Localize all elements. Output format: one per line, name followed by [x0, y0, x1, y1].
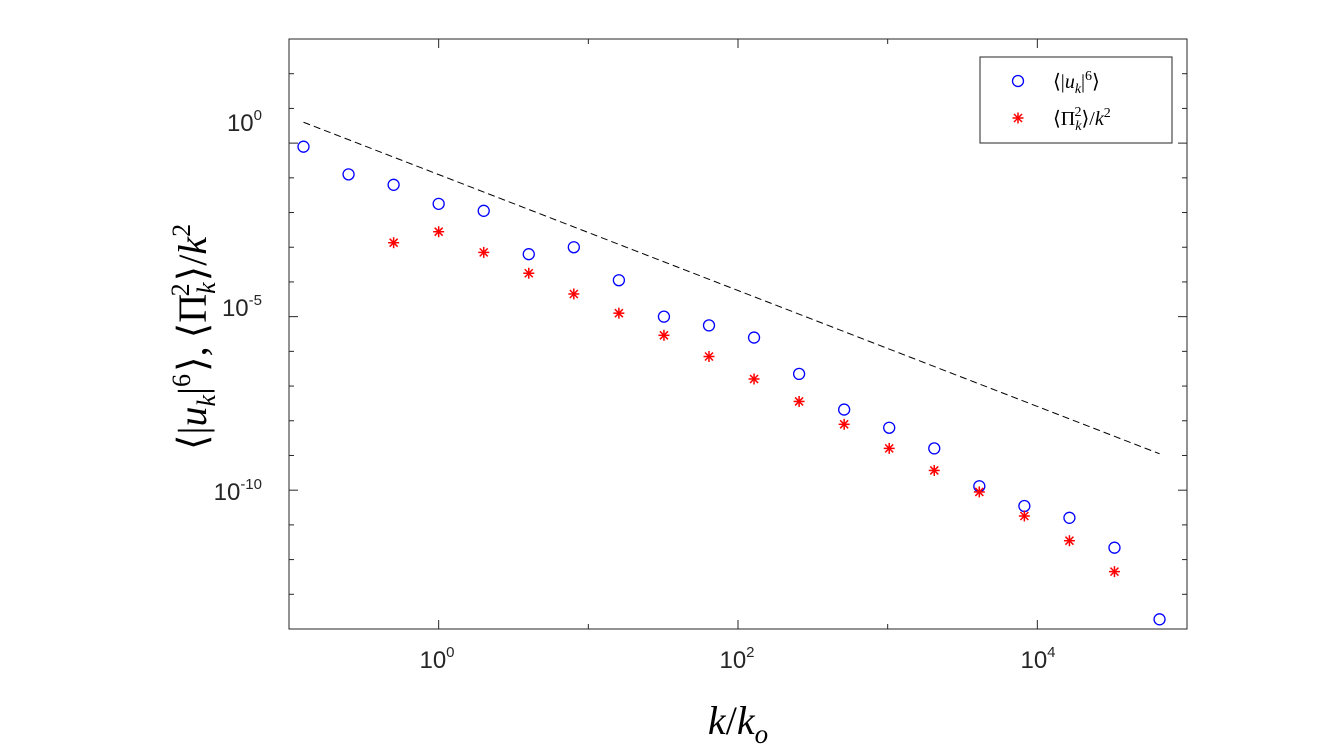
circle-point-2	[342, 168, 355, 181]
legend-1-end: ⟩	[1092, 71, 1100, 93]
x-tick-label-1: 100	[419, 644, 454, 674]
y-label-open1: ⟨|	[170, 427, 215, 451]
legend-2-close: ⟩/	[1081, 108, 1095, 130]
x-label-slash: /	[726, 698, 738, 743]
circle-point-5	[477, 204, 490, 217]
x-label-k: k	[708, 698, 727, 743]
legend-2-k: k	[1095, 108, 1105, 130]
y-tick-label-2: 10-5	[222, 292, 262, 322]
asterisk-point-10	[793, 395, 805, 407]
x-tick-exp-3: 4	[1047, 644, 1055, 661]
circle-point-14	[883, 421, 896, 434]
x-tick-exp-1: 0	[446, 644, 454, 661]
x-tick-labels: 100 102 104	[419, 644, 1055, 674]
circle-point-11	[747, 331, 761, 344]
y-axis-label: ⟨|uk|6⟩,⟨Πk2⟩/k2	[166, 224, 221, 450]
circle-point-13	[838, 403, 851, 416]
asterisk-point-13	[928, 464, 940, 476]
x-axis-label: k/ko	[708, 698, 768, 749]
circle-point-19	[1108, 541, 1121, 554]
circle-point-4	[432, 197, 445, 210]
asterisk-point-2	[433, 226, 445, 238]
y-label-end1: ⟩,	[170, 346, 215, 372]
circle-point-18	[1063, 511, 1076, 524]
asterisk-point-8	[703, 351, 715, 363]
legend: ⟨|uk|6⟩ ⟨Πk2⟩/k2	[979, 56, 1173, 144]
circle-point-7	[567, 241, 580, 254]
x-label-k2: k	[737, 698, 756, 743]
x-tick-label-2: 102	[719, 644, 754, 674]
asterisk-point-11	[838, 418, 850, 430]
asterisk-point-4	[523, 267, 535, 279]
legend-label-2: ⟨Πk2⟩/k2	[1053, 105, 1111, 134]
legend-1-close: |	[1081, 71, 1085, 93]
circle-point-15	[928, 442, 941, 455]
legend-1-open: ⟨|	[1053, 71, 1065, 93]
reference-line-layer	[303, 121, 1160, 455]
circle-point-6	[522, 248, 535, 261]
asterisk-point-5	[568, 288, 580, 300]
legend-1-sub: k	[1075, 82, 1082, 97]
asterisk-point-12	[883, 442, 895, 454]
circle-point-12	[792, 367, 806, 381]
x-tick-exp-2: 2	[746, 644, 754, 661]
circle-point-9	[657, 310, 671, 323]
legend-marker-circle	[1011, 74, 1025, 88]
y-tick-exp-2: -5	[249, 292, 262, 309]
legend-box	[979, 56, 1173, 144]
y-label-sup1: 6	[167, 374, 196, 387]
legend-1-u: u	[1065, 71, 1075, 93]
x-label-sub: o	[755, 719, 769, 749]
x-tick-base-1: 10	[419, 647, 446, 674]
circle-point-1	[297, 140, 310, 153]
legend-2-open: ⟨Π	[1053, 108, 1075, 130]
series-1	[297, 140, 1166, 626]
legend-1-sup: 6	[1085, 69, 1092, 84]
legend-label-1: ⟨|uk|6⟩	[1053, 69, 1100, 97]
legend-2-sup: 2	[1074, 105, 1081, 120]
asterisk-point-9	[748, 373, 760, 385]
asterisk-point-15	[1018, 510, 1030, 522]
major-ticks	[289, 39, 1187, 629]
y-tick-base-3: 10	[214, 479, 241, 506]
y-label-close2: ⟩/	[170, 254, 215, 282]
circle-point-10	[702, 319, 716, 332]
circle-point-3	[387, 178, 400, 191]
y-tick-label-1: 100	[227, 107, 262, 137]
y-tick-label-3: 10-10	[214, 476, 262, 506]
x-tick-label-3: 104	[1020, 644, 1055, 674]
asterisk-point-1	[388, 237, 400, 249]
series-2	[388, 226, 1120, 578]
circle-point-20	[1153, 613, 1166, 626]
y-label-close1: |	[170, 387, 215, 395]
asterisk-point-7	[658, 329, 670, 341]
y-tick-base-2: 10	[222, 295, 249, 322]
legend-marker-asterisk	[1012, 112, 1024, 124]
y-label-k: k	[170, 236, 215, 255]
legend-2-sub: k	[1075, 119, 1082, 134]
y-label-sup2: 2	[166, 283, 195, 296]
legend-2-sup2: 2	[1104, 106, 1111, 121]
circle-point-8	[612, 274, 626, 287]
x-tick-base-3: 10	[1020, 647, 1047, 674]
y-tick-base-1: 10	[227, 110, 254, 137]
asterisk-point-6	[613, 307, 625, 319]
x-tick-base-2: 10	[719, 647, 746, 674]
asterisk-point-16	[1063, 535, 1075, 547]
y-label-sup3: 2	[167, 224, 196, 237]
y-tick-labels: 100 10-5 10-10	[214, 107, 262, 506]
y-label-sub1: k	[192, 395, 221, 407]
y-label-open2: ⟨Π	[170, 294, 215, 339]
y-label-sub2: k	[192, 282, 221, 294]
minor-ticks	[288, 38, 1188, 630]
asterisk-point-17	[1108, 566, 1120, 578]
asterisk-point-3	[478, 246, 490, 258]
y-tick-exp-3: -10	[240, 476, 262, 493]
series-layer	[297, 140, 1166, 626]
y-tick-exp-1: 0	[254, 107, 262, 124]
asterisk-point-14	[973, 486, 985, 498]
reference-dashed-line	[303, 121, 1160, 455]
y-label-u: u	[170, 407, 215, 427]
